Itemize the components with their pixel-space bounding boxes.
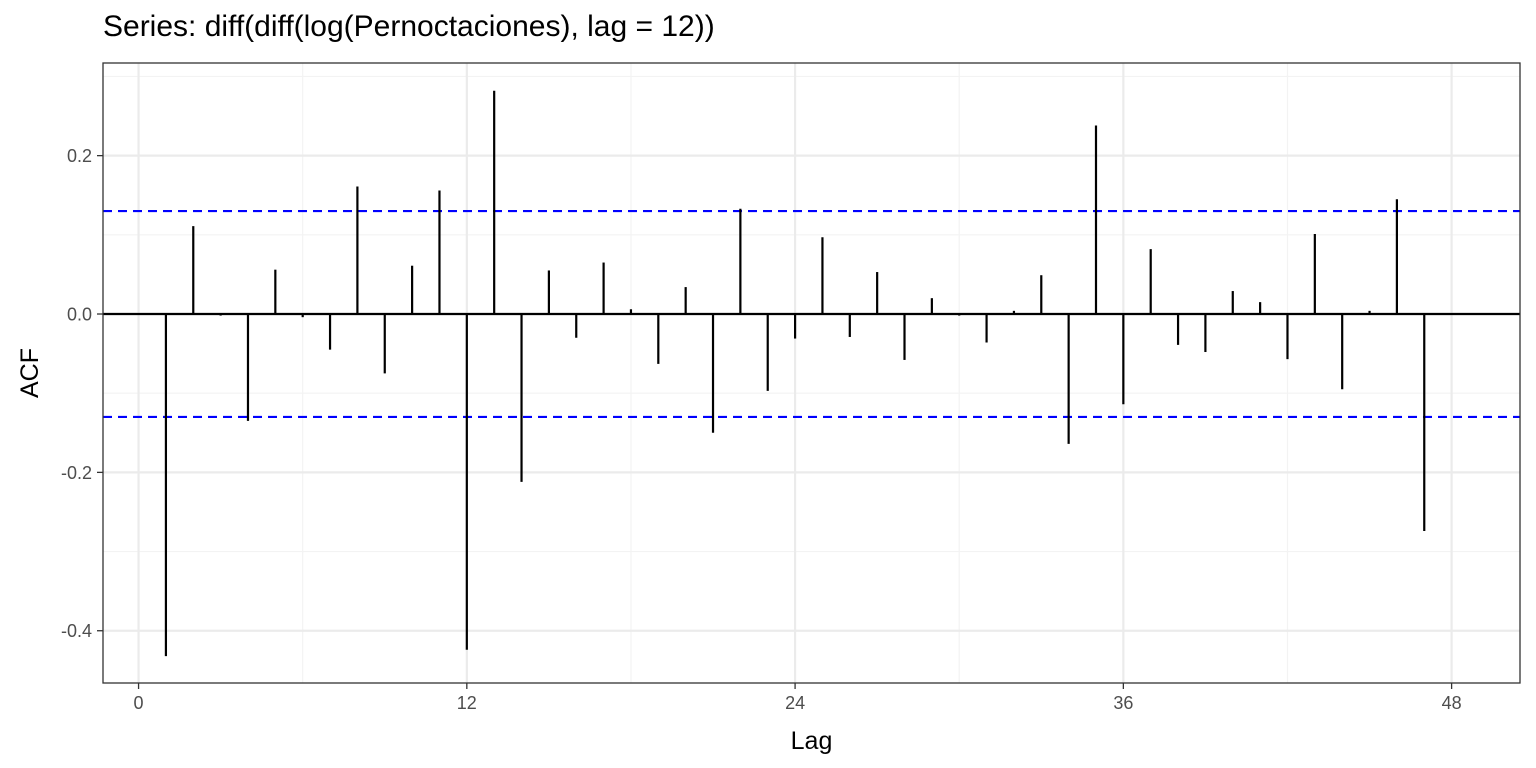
y-tick-label: -0.2: [61, 463, 92, 483]
x-tick-label: 48: [1442, 693, 1462, 713]
x-tick-label: 24: [785, 693, 805, 713]
y-tick-label: 0.0: [67, 305, 92, 325]
y-axis: -0.4 -0.2 0.0 0.2: [61, 146, 103, 641]
x-tick-label: 36: [1113, 693, 1133, 713]
x-tick-label: 0: [134, 693, 144, 713]
x-axis-title: Lag: [791, 727, 833, 755]
y-tick-label: -0.4: [61, 621, 92, 641]
confidence-lines: [103, 209, 1520, 419]
acf-bars: [164, 90, 1426, 657]
panel-border: [102, 62, 1521, 684]
chart-title: Series: diff(diff(log(Pernoctaciones), l…: [103, 10, 715, 43]
y-tick-label: 0.2: [67, 146, 92, 166]
x-axis: 0 12 24 36 48: [134, 683, 1462, 713]
grid-lines: [103, 63, 1520, 683]
x-tick-label: 12: [457, 693, 477, 713]
y-axis-title: ACF: [16, 348, 44, 398]
